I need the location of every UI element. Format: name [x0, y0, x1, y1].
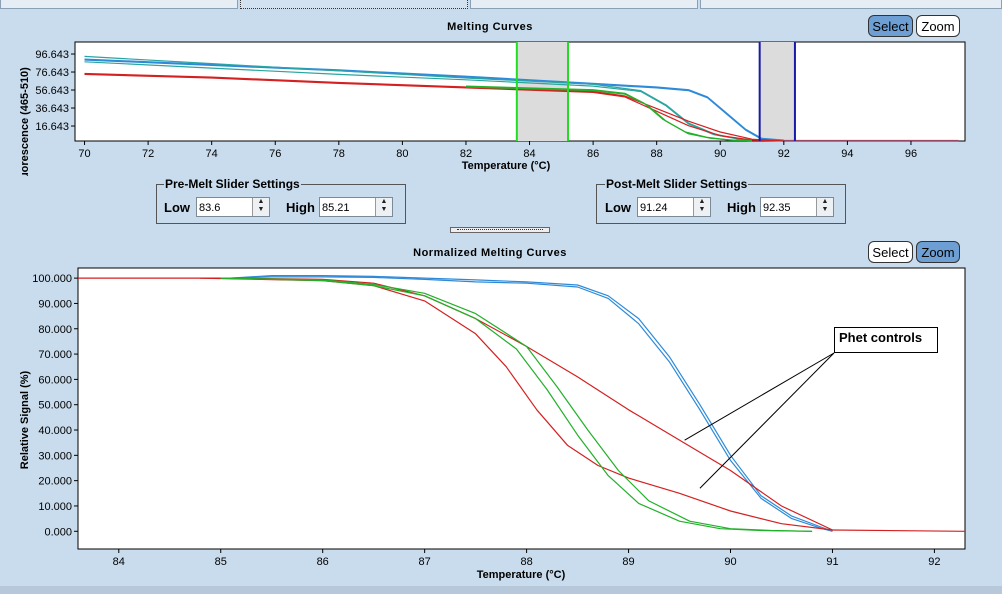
post-melt-high-label: High	[727, 200, 756, 215]
melting-curves-chart[interactable]: 16.643 36.643 56.643 76.643 96.643 70 72 74 76 7…	[0, 36, 1002, 176]
series-blue-2	[230, 275, 833, 532]
bottom-y-axis-label: Relative Signal (%)	[19, 370, 31, 469]
top-select-button[interactable]: Select	[868, 15, 913, 37]
pre-melt-low-input[interactable]	[197, 199, 255, 217]
tab-strip	[0, 0, 1002, 10]
tab-right[interactable]	[700, 0, 1002, 9]
spin-down-icon[interactable]: ▼	[821, 206, 829, 213]
post-melt-low-spinner[interactable]: ▲▼	[637, 197, 711, 217]
x-tick-label: 70	[78, 148, 90, 160]
x-tick-label: 82	[460, 148, 472, 160]
melting-curves-title: Melting Curves	[447, 21, 533, 33]
series-red-2	[84, 73, 784, 142]
x-tick-label: 78	[333, 148, 345, 160]
spin-up-icon[interactable]: ▲	[698, 198, 706, 205]
x-tick-label: 92	[928, 556, 940, 568]
pre-melt-high-arrows[interactable]: ▲ ▼	[375, 198, 392, 216]
post-melt-low-label: Low	[605, 200, 631, 215]
pre-melt-high-spinner[interactable]: ▲▼	[319, 197, 393, 217]
top-y-axis-label: Fluorescence (465-510)	[19, 67, 31, 176]
series-green-2	[220, 277, 813, 532]
x-tick-label: 86	[317, 556, 329, 568]
series-green-1	[220, 277, 813, 532]
y-tick-label: 100.000	[32, 273, 72, 285]
normalized-melting-chart[interactable]: 0.000 10.000 20.000 30.000 40.000 50.000 60.00…	[0, 262, 1002, 584]
y-tick-label: 30.000	[38, 450, 72, 462]
bottom-zoom-button[interactable]: Zoom	[916, 241, 960, 263]
top-zoom-button[interactable]: Zoom	[916, 15, 960, 37]
x-tick-label: 88	[520, 556, 532, 568]
x-tick-label: 90	[724, 556, 736, 568]
y-tick-label: 50.000	[38, 400, 72, 412]
x-tick-label: 85	[215, 556, 227, 568]
series-red-1	[78, 277, 966, 532]
y-tick-label: 0.000	[44, 526, 72, 538]
post-melt-band	[759, 42, 795, 141]
y-tick-label: 70.000	[38, 349, 72, 361]
x-tick-label: 86	[587, 148, 599, 160]
y-tick-label: 56.643	[35, 85, 69, 97]
spin-up-icon[interactable]: ▲	[257, 198, 265, 205]
x-tick-label: 84	[113, 556, 125, 568]
x-tick-label: 94	[841, 148, 853, 160]
phet-controls-callout: Phet controls	[834, 327, 938, 353]
y-tick-label: 90.000	[38, 298, 72, 310]
x-tick-label: 89	[622, 556, 634, 568]
bottom-plot-area[interactable]	[77, 267, 966, 550]
x-tick-label: 92	[778, 148, 790, 160]
x-tick-label: 72	[142, 148, 154, 160]
callout-pointer-line	[684, 352, 835, 441]
y-tick-label: 96.643	[35, 49, 69, 61]
post-melt-high-arrows[interactable]: ▲ ▼	[816, 198, 833, 216]
x-tick-label: 74	[206, 148, 218, 160]
tab-active[interactable]	[240, 0, 468, 9]
y-tick-label: 40.000	[38, 425, 72, 437]
spin-down-icon[interactable]: ▼	[380, 206, 388, 213]
y-tick-label: 80.000	[38, 324, 72, 336]
y-tick-label: 16.643	[35, 121, 69, 133]
callout-pointer-line	[699, 352, 835, 489]
spin-up-icon[interactable]: ▲	[380, 198, 388, 205]
x-tick-label: 91	[826, 556, 838, 568]
pre-melt-high-input[interactable]	[320, 199, 378, 217]
y-tick-label: 20.000	[38, 476, 72, 488]
pre-melt-low-spinner[interactable]: ▲▼	[196, 197, 270, 217]
y-tick-label: 36.643	[35, 103, 69, 115]
tab-middle[interactable]	[470, 0, 698, 9]
spin-up-icon[interactable]: ▲	[821, 198, 829, 205]
x-tick-label: 90	[714, 148, 726, 160]
post-melt-low-arrows[interactable]: ▲ ▼	[693, 198, 710, 216]
series-blue-1	[230, 276, 833, 532]
x-tick-label: 84	[523, 148, 535, 160]
x-tick-label: 88	[651, 148, 663, 160]
spin-down-icon[interactable]: ▼	[698, 206, 706, 213]
x-tick-label: 96	[905, 148, 917, 160]
x-tick-label: 80	[396, 148, 408, 160]
splitter-handle[interactable]	[450, 227, 550, 233]
post-melt-high-input[interactable]	[761, 199, 819, 217]
top-x-axis-label: Temperature (°C)	[462, 160, 551, 172]
normalized-curves-title: Normalized Melting Curves	[413, 247, 567, 259]
series-green-2	[465, 85, 753, 142]
bottom-x-axis-label: Temperature (°C)	[477, 569, 566, 581]
y-tick-label: 76.643	[35, 67, 69, 79]
x-tick-label: 76	[269, 148, 281, 160]
splitter-grip-icon	[457, 229, 543, 230]
pre-melt-low-arrows[interactable]: ▲ ▼	[252, 198, 269, 216]
spin-down-icon[interactable]: ▼	[257, 206, 265, 213]
pre-melt-title: Pre-Melt Slider Settings	[164, 177, 301, 191]
post-melt-low-input[interactable]	[638, 199, 696, 217]
pre-melt-low-label: Low	[164, 200, 190, 215]
x-tick-label: 87	[419, 556, 431, 568]
y-tick-label: 60.000	[38, 374, 72, 386]
y-tick-label: 10.000	[38, 501, 72, 513]
bottom-select-button[interactable]: Select	[868, 241, 913, 263]
post-melt-high-spinner[interactable]: ▲▼	[760, 197, 834, 217]
tab-left[interactable]	[0, 0, 238, 9]
post-melt-title: Post-Melt Slider Settings	[605, 177, 749, 191]
pre-melt-high-label: High	[286, 200, 315, 215]
bottom-strip	[0, 586, 1002, 594]
series-red-2	[200, 277, 833, 531]
